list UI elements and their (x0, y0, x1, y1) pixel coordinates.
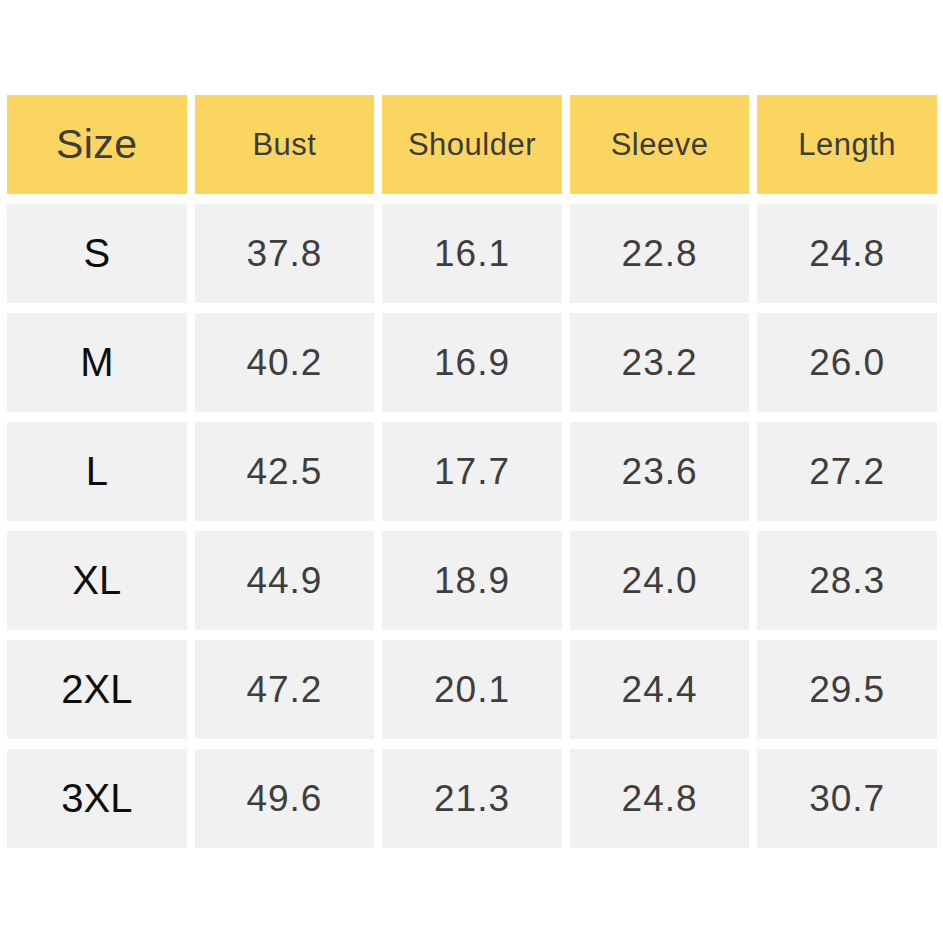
value-cell: 26.0 (757, 313, 937, 412)
size-label-l: L (7, 422, 187, 521)
column-header-sleeve: Sleeve (570, 95, 750, 194)
value-cell: 22.8 (570, 204, 750, 303)
size-label-3xl: 3XL (7, 749, 187, 848)
size-chart-table: SizeBustShoulderSleeveLength S37.816.122.… (7, 95, 937, 848)
value-cell: 44.9 (195, 531, 375, 630)
value-cell: 24.8 (570, 749, 750, 848)
value-cell: 47.2 (195, 640, 375, 739)
value-cell: 20.1 (382, 640, 562, 739)
value-cell: 24.0 (570, 531, 750, 630)
value-cell: 23.6 (570, 422, 750, 521)
size-label-m: M (7, 313, 187, 412)
value-cell: 16.1 (382, 204, 562, 303)
column-header-size: Size (7, 95, 187, 194)
value-cell: 30.7 (757, 749, 937, 848)
value-cell: 24.8 (757, 204, 937, 303)
size-label-xl: XL (7, 531, 187, 630)
value-cell: 28.3 (757, 531, 937, 630)
column-header-length: Length (757, 95, 937, 194)
value-cell: 16.9 (382, 313, 562, 412)
value-cell: 40.2 (195, 313, 375, 412)
value-cell: 17.7 (382, 422, 562, 521)
page-canvas: SizeBustShoulderSleeveLength S37.816.122.… (0, 0, 943, 943)
value-cell: 37.8 (195, 204, 375, 303)
column-header-bust: Bust (195, 95, 375, 194)
value-cell: 23.2 (570, 313, 750, 412)
column-header-shoulder: Shoulder (382, 95, 562, 194)
value-cell: 18.9 (382, 531, 562, 630)
value-cell: 29.5 (757, 640, 937, 739)
value-cell: 27.2 (757, 422, 937, 521)
size-label-s: S (7, 204, 187, 303)
size-label-2xl: 2XL (7, 640, 187, 739)
value-cell: 49.6 (195, 749, 375, 848)
value-cell: 21.3 (382, 749, 562, 848)
value-cell: 42.5 (195, 422, 375, 521)
value-cell: 24.4 (570, 640, 750, 739)
